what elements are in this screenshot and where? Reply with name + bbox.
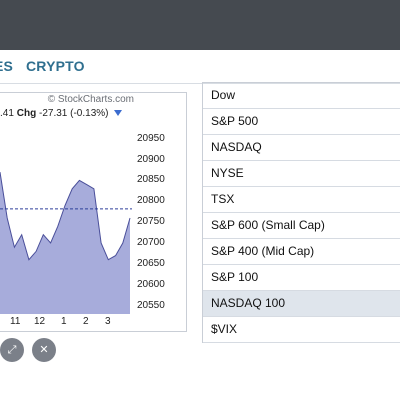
y-tick-label: 20650: [137, 257, 165, 269]
change-label: Chg: [16, 108, 37, 119]
change-value: -27.31 (-0.13%): [39, 108, 109, 119]
x-tick-label: 11: [10, 316, 21, 327]
index-item-sp400[interactable]: S&P 400 (Mid Cap): [203, 239, 400, 265]
index-item-vix[interactable]: $VIX: [203, 317, 400, 343]
y-tick-label: 20750: [137, 216, 165, 228]
index-item-dow[interactable]: Dow: [203, 83, 400, 109]
tab-futures[interactable]: ES: [0, 58, 14, 74]
y-tick-label: 20700: [137, 237, 165, 249]
y-tick-label: 20800: [137, 195, 165, 207]
chart-watermark: © StockCharts.com: [47, 94, 134, 105]
chart-change-row: .41 Chg -27.31 (-0.13%): [0, 108, 123, 119]
last-value-fragment: .41: [0, 108, 14, 119]
delete-icon: ✕: [39, 344, 49, 356]
x-tick-label: 12: [34, 316, 46, 327]
x-tick-label: 2: [83, 316, 89, 327]
tab-bar: ES CRYPTO: [0, 50, 400, 84]
price-line: [0, 172, 131, 261]
fullscreen-icon: ⤢: [7, 344, 17, 356]
dropdown-caret-icon[interactable]: [114, 110, 123, 117]
top-app-bar: [0, 0, 400, 50]
price-area: [0, 172, 130, 314]
index-list: Dow S&P 500 NASDAQ NYSE TSX S&P 600 (Sma…: [202, 82, 400, 343]
index-item-nasdaq100[interactable]: NASDAQ 100: [203, 291, 400, 317]
y-tick-label: 20600: [137, 278, 165, 290]
y-tick-label: 20950: [137, 132, 165, 144]
index-item-nyse[interactable]: NYSE: [203, 161, 400, 187]
fullscreen-button[interactable]: ⤢: [0, 338, 24, 362]
x-tick-label: 1: [61, 316, 67, 327]
delete-button[interactable]: ✕: [32, 338, 56, 362]
y-tick-label: 20900: [137, 153, 165, 165]
y-tick-label: 20550: [137, 299, 165, 311]
index-item-sp100[interactable]: S&P 100: [203, 265, 400, 291]
y-tick-label: 20850: [137, 174, 165, 186]
price-chart[interactable]: [0, 122, 132, 314]
index-item-tsx[interactable]: TSX: [203, 187, 400, 213]
x-tick-label: 3: [105, 316, 111, 327]
tab-crypto[interactable]: CRYPTO: [26, 58, 85, 74]
index-item-sp600[interactable]: S&P 600 (Small Cap): [203, 213, 400, 239]
index-item-nasdaq[interactable]: NASDAQ: [203, 135, 400, 161]
index-item-sp500[interactable]: S&P 500: [203, 109, 400, 135]
